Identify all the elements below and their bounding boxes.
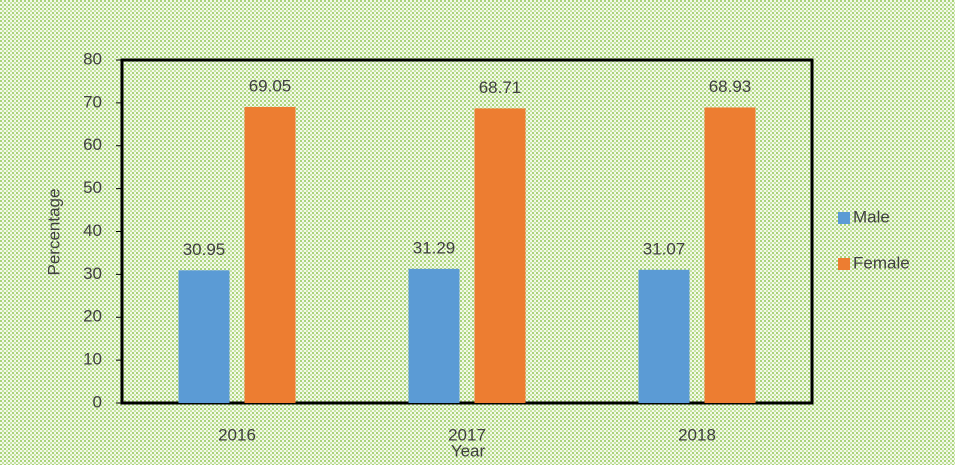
y-tick-label: 70	[83, 92, 102, 111]
y-tick-label: 40	[83, 221, 102, 240]
y-tick-label: 60	[83, 135, 102, 154]
y-tick-label: 50	[83, 178, 102, 197]
data-label: 31.29	[413, 238, 456, 257]
y-tick-label: 10	[83, 350, 102, 369]
bar	[638, 269, 690, 403]
bar	[244, 106, 296, 404]
y-tick-label: 30	[83, 264, 102, 283]
data-label: 68.93	[709, 77, 752, 96]
bar	[178, 270, 230, 403]
legend-swatch	[838, 212, 850, 224]
x-tick-label: 2017	[448, 425, 486, 444]
legend-swatch	[838, 258, 850, 270]
bar	[408, 268, 460, 403]
legend-label: Male	[853, 207, 890, 226]
data-label: 69.05	[249, 76, 292, 95]
bar	[474, 108, 526, 403]
y-tick-label: 20	[83, 307, 102, 326]
y-tick-label: 80	[83, 49, 102, 68]
x-axis-label: Year	[451, 441, 486, 460]
legend-label: Female	[853, 253, 910, 272]
y-tick-label: 0	[93, 392, 102, 411]
data-label: 31.07	[643, 239, 686, 258]
bar	[704, 107, 756, 404]
data-label: 68.71	[479, 78, 522, 97]
x-tick-label: 2016	[218, 425, 256, 444]
data-label: 30.95	[183, 240, 226, 259]
x-tick-label: 2018	[678, 425, 716, 444]
y-axis-label: Percentage	[44, 189, 63, 276]
